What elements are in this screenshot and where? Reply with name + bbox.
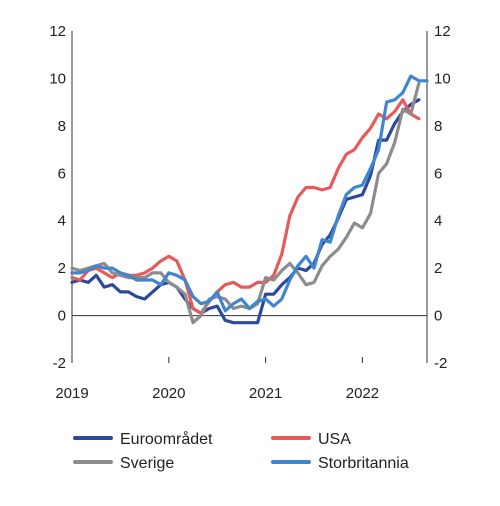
y-tick-label-left: 6: [58, 165, 66, 182]
series-line-4: [70, 74, 429, 313]
x-tick-label: 2022: [346, 385, 379, 402]
legend-label: Euroområdet: [120, 430, 213, 448]
x-axis: 2019 2020 2021 2022: [55, 357, 379, 402]
y-tick-label-left: 12: [49, 23, 66, 40]
y-tick-label-right: 10: [434, 70, 451, 87]
legend: Euroområdet USA Sverige Storbritannia: [73, 430, 409, 472]
y-tick-label-right: 4: [434, 213, 442, 230]
x-tick-label: 2019: [55, 385, 88, 402]
y-tick-label-left: 10: [49, 70, 66, 87]
x-tick-label: 2020: [152, 385, 185, 402]
y-tick-label-left: 2: [58, 260, 66, 277]
legend-label: Storbritannia: [318, 455, 409, 472]
y-axis-right: -2 0 2 4 6 8 10 12: [434, 23, 451, 372]
plot-frame: [71, 31, 428, 363]
y-tick-label-right: -2: [434, 355, 447, 372]
x-tick-label: 2021: [249, 385, 282, 402]
y-tick-label-left: 8: [58, 118, 66, 135]
y-tick-label-right: 8: [434, 118, 442, 135]
y-tick-label-right: 6: [434, 165, 442, 182]
y-tick-label-right: 12: [434, 23, 451, 40]
series-lines: [70, 74, 429, 325]
series-line-1: [70, 98, 421, 325]
y-tick-label-left: -2: [53, 355, 66, 372]
y-tick-label-right: 2: [434, 260, 442, 277]
y-axis-left: -2 0 2 4 6 8 10 12: [49, 23, 66, 372]
y-tick-label-right: 0: [434, 308, 442, 325]
legend-label: USA: [318, 431, 351, 448]
legend-label: Sverige: [120, 455, 174, 472]
y-tick-label-left: 4: [58, 213, 66, 230]
y-tick-label-left: 0: [58, 308, 66, 325]
series-line-2: [70, 98, 421, 315]
